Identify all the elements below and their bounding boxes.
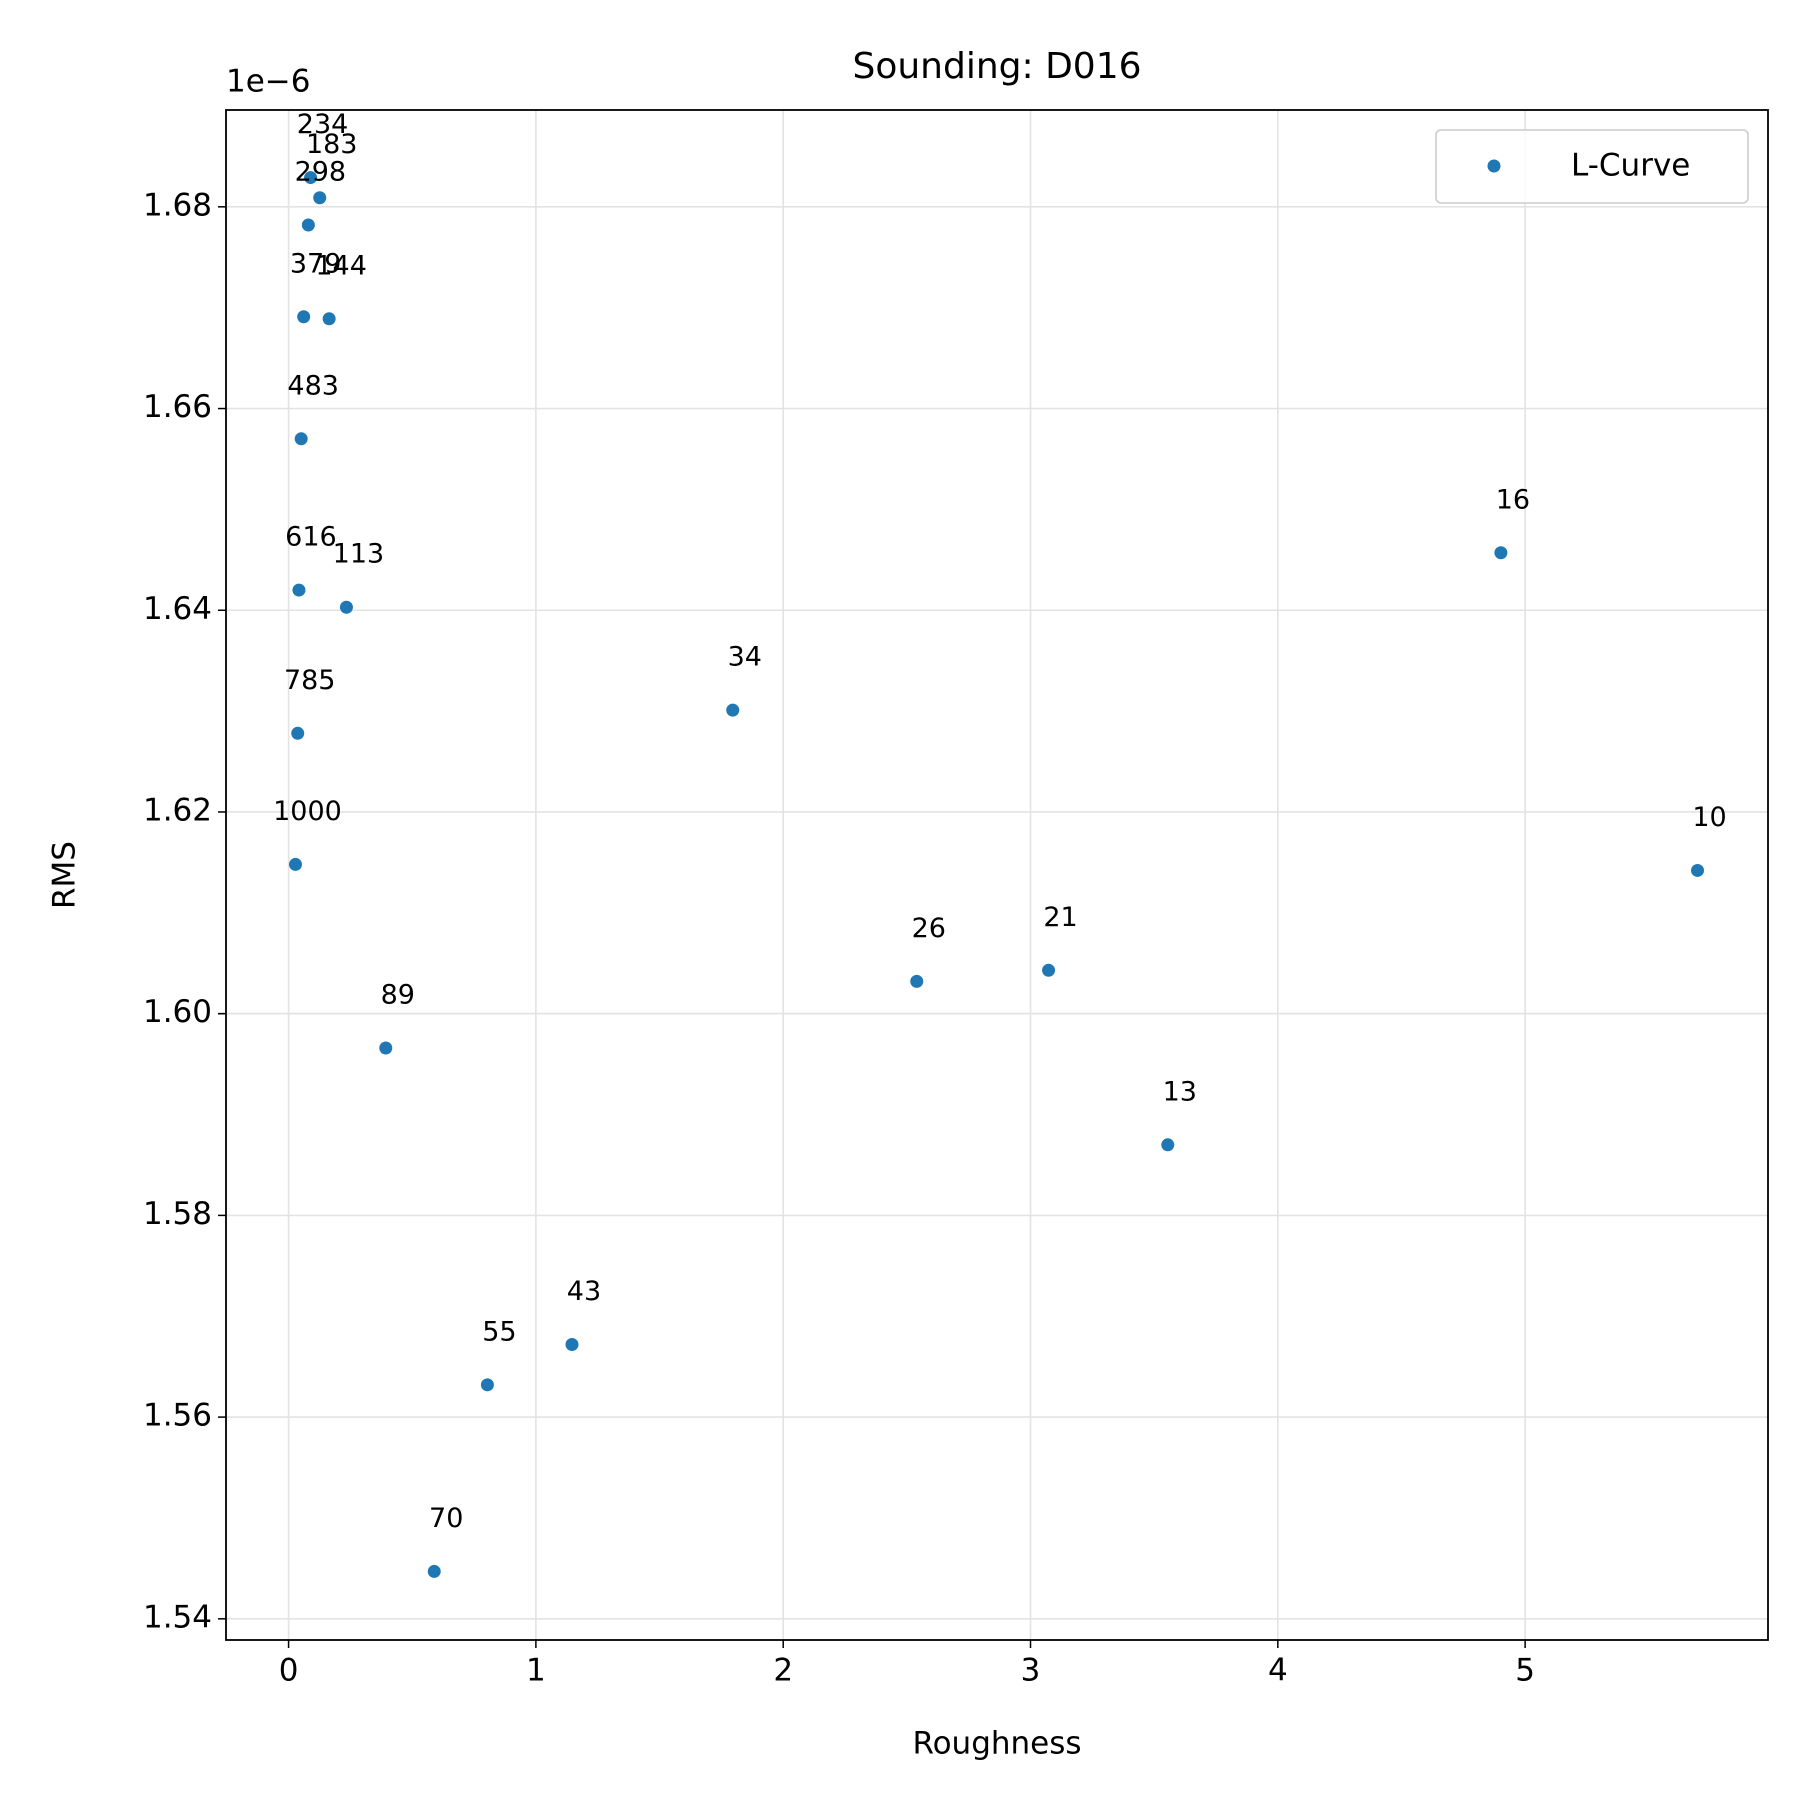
point (1161, 1138, 1175, 1152)
point (322, 312, 336, 326)
x-tick-label: 1 (526, 1653, 546, 1689)
point (910, 974, 924, 988)
y-tick-label: 1.60 (143, 994, 212, 1030)
point-label: 298 (295, 156, 347, 187)
point-label: 10 (1692, 802, 1726, 833)
point (1494, 546, 1508, 560)
x-tick-label: 3 (1021, 1653, 1041, 1689)
point (297, 310, 311, 324)
point (565, 1337, 579, 1351)
point-label: 785 (284, 665, 336, 696)
x-tick-label: 2 (773, 1653, 793, 1689)
x-axis-label: Roughness (912, 1726, 1081, 1762)
point (292, 583, 306, 597)
point (480, 1378, 494, 1392)
point (304, 171, 318, 185)
legend-label: L-Curve (1571, 148, 1690, 184)
chart-title: Sounding: D016 (852, 46, 1141, 87)
point-label: 379 (290, 248, 342, 279)
point-label: 70 (429, 1503, 463, 1534)
y-offset-label: 1e−6 (226, 64, 311, 100)
point (1042, 963, 1056, 977)
y-tick-label: 1.68 (143, 187, 212, 223)
point (379, 1041, 393, 1055)
y-axis-label: RMS (47, 841, 83, 909)
point-label: 34 (728, 642, 762, 673)
point (313, 191, 327, 205)
point-label: 13 (1163, 1076, 1197, 1107)
legend-box (1435, 129, 1749, 204)
y-tick-label: 1.56 (143, 1398, 212, 1434)
point-label: 113 (333, 539, 385, 570)
point-label: 16 (1496, 484, 1530, 515)
point (291, 726, 305, 740)
point-label: 26 (912, 913, 946, 944)
point (288, 857, 302, 871)
y-tick-label: 1.58 (143, 1196, 212, 1232)
y-tick-label: 1.66 (143, 389, 212, 425)
point (427, 1564, 441, 1578)
point-label: 616 (285, 522, 337, 553)
point (1691, 863, 1705, 877)
point-label: 183 (306, 129, 358, 160)
point-label: 43 (567, 1276, 601, 1307)
point-label: 55 (482, 1316, 516, 1347)
x-tick-label: 5 (1515, 1653, 1535, 1689)
point-label: 483 (287, 370, 339, 401)
point (339, 600, 353, 614)
plot-frame (225, 109, 1769, 1641)
point-label: 89 (381, 979, 415, 1010)
point (301, 218, 315, 232)
y-tick-label: 1.64 (143, 591, 212, 627)
y-tick-label: 1.54 (143, 1599, 212, 1635)
point-label: 21 (1043, 902, 1077, 933)
point-label: 1000 (273, 796, 342, 827)
x-tick-label: 0 (279, 1653, 299, 1689)
x-tick-label: 4 (1268, 1653, 1288, 1689)
point (726, 703, 740, 717)
point (294, 432, 308, 446)
point-label: 144 (315, 250, 367, 281)
legend-marker (1487, 159, 1501, 173)
point-label: 234 (297, 109, 349, 140)
y-tick-label: 1.62 (143, 792, 212, 828)
